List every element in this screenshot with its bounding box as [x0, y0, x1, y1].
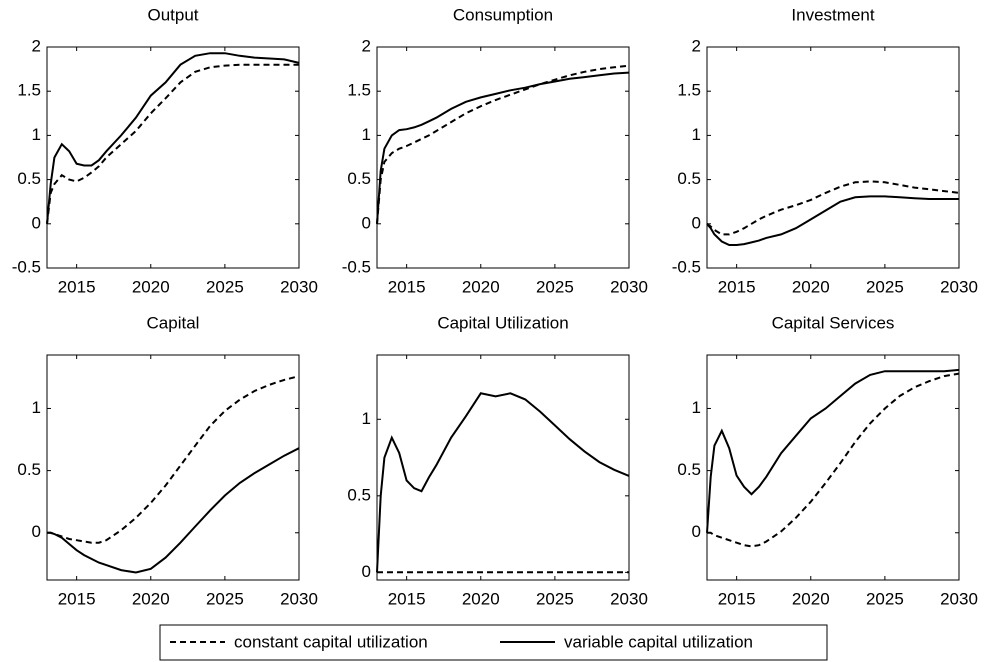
x-tick-label: 2025: [536, 589, 574, 608]
series-line: [707, 372, 960, 548]
y-tick-label: 1: [692, 398, 701, 417]
y-tick-label: -0.5: [12, 257, 41, 276]
y-tick-label: 1.5: [17, 81, 41, 100]
x-tick-label: 2020: [132, 589, 170, 608]
series-line: [376, 64, 630, 224]
y-tick-label: -0.5: [672, 257, 701, 276]
y-tick-label: 1: [32, 125, 41, 144]
y-tick-label: 1: [32, 398, 41, 417]
y-tick-label: 0: [362, 562, 371, 581]
axes-box: [376, 46, 630, 269]
chart-title: Output: [147, 5, 198, 24]
series-line: [46, 52, 300, 224]
y-tick-label: 0: [692, 213, 701, 232]
series-line: [46, 63, 299, 224]
x-tick-label: 2025: [866, 277, 904, 296]
series-line: [47, 375, 300, 544]
series-line: [706, 195, 959, 246]
series-line: [706, 368, 960, 533]
legend-label: variable capital utilization: [564, 632, 753, 651]
x-tick-label: 2020: [132, 277, 170, 296]
x-tick-label: 2020: [792, 277, 830, 296]
x-tick-label: 2030: [940, 277, 978, 296]
series-line: [376, 71, 630, 224]
y-tick-label: 1: [362, 409, 371, 428]
y-tick-label: 1: [692, 125, 701, 144]
y-tick-label: 0.5: [677, 460, 701, 479]
y-tick-label: 0: [362, 213, 371, 232]
axes-box: [376, 354, 630, 581]
x-tick-label: 2025: [206, 589, 244, 608]
chart-title: Capital Services: [772, 313, 895, 332]
axes-box: [46, 46, 300, 269]
series-line: [47, 447, 300, 574]
x-tick-label: 2015: [58, 277, 96, 296]
y-tick-label: 0: [32, 522, 41, 541]
x-tick-label: 2015: [388, 589, 426, 608]
y-tick-label: 0.5: [347, 485, 371, 504]
y-tick-label: 2: [362, 36, 371, 55]
chart-title: Capital Utilization: [437, 313, 568, 332]
x-tick-label: 2015: [718, 589, 756, 608]
x-tick-label: 2030: [280, 277, 318, 296]
x-tick-label: 2030: [610, 589, 648, 608]
x-tick-label: 2030: [280, 589, 318, 608]
y-tick-label: 2: [692, 36, 701, 55]
chart-title: Consumption: [453, 5, 553, 24]
x-tick-label: 2030: [940, 589, 978, 608]
x-tick-label: 2025: [866, 589, 904, 608]
y-tick-label: 0: [692, 522, 701, 541]
legend-box: [159, 624, 828, 661]
x-tick-label: 2025: [536, 277, 574, 296]
y-tick-label: 2: [32, 36, 41, 55]
legend-label: constant capital utilization: [234, 632, 428, 651]
y-tick-label: 0.5: [17, 169, 41, 188]
series-line: [706, 180, 960, 236]
x-tick-label: 2020: [792, 589, 830, 608]
x-tick-label: 2025: [206, 277, 244, 296]
chart-title: Investment: [791, 5, 874, 24]
x-tick-label: 2015: [388, 277, 426, 296]
chart-title: Capital: [147, 313, 200, 332]
x-tick-label: 2020: [462, 277, 500, 296]
y-tick-label: 0.5: [347, 169, 371, 188]
series-line: [376, 392, 630, 573]
axes-box: [706, 354, 960, 581]
y-tick-label: 0.5: [17, 460, 41, 479]
y-tick-label: 0.5: [677, 169, 701, 188]
axes-box: [706, 46, 960, 269]
x-tick-label: 2015: [718, 277, 756, 296]
y-tick-label: -0.5: [342, 257, 371, 276]
x-tick-label: 2015: [58, 589, 96, 608]
x-tick-label: 2030: [610, 277, 648, 296]
y-tick-label: 0: [32, 213, 41, 232]
x-tick-label: 2020: [462, 589, 500, 608]
y-tick-label: 1: [362, 125, 371, 144]
y-tick-label: 1.5: [677, 81, 701, 100]
axes-box: [46, 354, 300, 581]
y-tick-label: 1.5: [347, 81, 371, 100]
